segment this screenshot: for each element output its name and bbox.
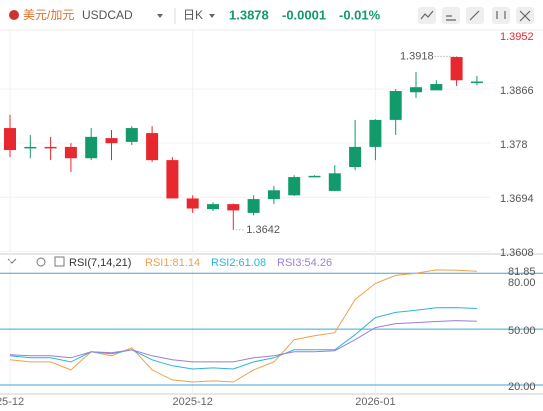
candle-body [389,90,402,120]
legend-entry: RSI1:81.14 [145,257,200,269]
candle-body [24,146,37,149]
legend-entry: RSI3:54.26 [277,257,332,269]
y-tick-label: 1.3608 [500,247,534,259]
candle-body [328,173,341,191]
y-tick-label: 1.3866 [500,85,534,97]
symbol-cn[interactable]: 美元/加元 [23,8,74,22]
candle-body [247,199,260,213]
candle-body [450,57,463,81]
rsi-line [9,307,477,370]
dropdown-arrow[interactable] [209,14,215,18]
candle-body [146,133,159,161]
candle-body [44,146,57,149]
period[interactable]: 日K [183,8,203,22]
flag-icon [9,10,19,20]
price: 1.3878 [229,7,269,22]
legend-entry: RSI2:61.08 [211,257,266,269]
collapse-icon[interactable] [7,258,17,264]
params-icon[interactable] [54,256,65,267]
candle-body [227,204,240,211]
legend-value: 54.26 [305,257,333,269]
candle-body [125,128,138,142]
y-tick-label: 20.00 [508,381,536,393]
y-tick-label: 81.85 [508,266,536,278]
x-tick-label: 2025-12 [173,396,213,408]
candle-body [430,84,443,91]
y-tick-label: 50.00 [508,325,536,337]
candle-body [186,198,199,209]
candle-body [267,190,280,200]
legend-name: RSI2 [211,257,235,269]
legend-name: RSI3 [277,257,301,269]
change-pct: -0.01% [339,7,381,22]
y-tick-label: 1.3952 [500,31,534,43]
x-tick-label: 25-12 [0,396,24,408]
fullscreen-icon[interactable] [519,10,531,22]
change: -0.0001 [282,7,326,22]
indicator-icon[interactable] [420,10,434,20]
legend-value: 81.14 [173,257,201,269]
candle-body [4,128,16,151]
dropdown-arrow[interactable] [157,14,163,18]
candle-body [349,146,362,168]
low-label: 1.3642 [246,224,280,236]
x-tick-label: 2026-01 [355,396,395,408]
legend-sep: : [301,257,304,269]
candle-body [470,81,483,84]
candle-body [166,160,179,199]
legend-value: 61.08 [239,257,267,269]
candle-body [369,119,382,147]
settings-icon[interactable] [496,11,506,19]
rsi-line [9,269,477,383]
settings-button[interactable] [492,7,510,24]
rsi-line [9,320,477,363]
y-tick-label: 1.3694 [500,193,534,205]
legend-sep: : [235,257,238,269]
compare-icon[interactable] [446,15,456,21]
candle-body [308,175,321,178]
high-label: 1.3918 [400,50,434,62]
candle-body [64,146,77,159]
settings-icon[interactable] [36,257,46,267]
candle-body [85,136,98,159]
rsi-title: RSI(7,14,21) [69,257,131,269]
draw-icon[interactable] [469,10,480,21]
candle-body [288,177,301,196]
candle-body [207,204,219,210]
y-tick-label: 1.378 [500,139,528,151]
symbol[interactable]: USDCAD [82,8,133,22]
legend-sep: : [169,257,172,269]
legend-name: RSI1 [145,257,169,269]
candle-body [410,87,422,93]
candle-body [105,138,118,144]
y-tick-label: 80.00 [508,277,536,289]
